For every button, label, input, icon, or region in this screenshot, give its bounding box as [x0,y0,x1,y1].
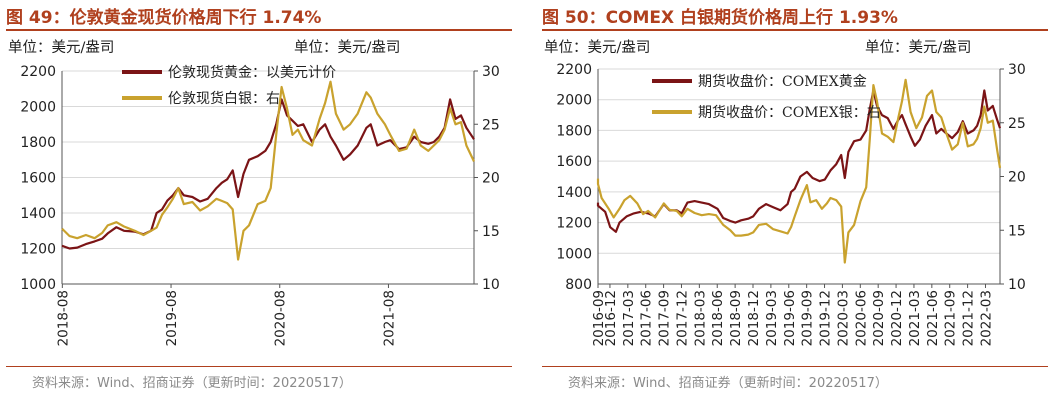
x-tick-label: 2020-12 [889,290,905,346]
x-tick-label: 2021-03 [907,290,923,346]
source-note: 资料来源：Wind、招商证券（更新时间：20220517） [568,376,888,391]
legend-label-silver: 伦敦现货白银：右 [168,90,280,107]
x-tick-label: 2021-08 [381,290,397,346]
series-line-silver [61,80,475,261]
y-tick-label: 1800 [20,135,56,151]
y-tick-label: 2000 [20,100,56,116]
y2-tick-label: 15 [482,224,500,240]
y-tick-label: 1400 [20,206,56,222]
bottom-divider [542,366,1048,367]
left-axis-unit: 单位：美元/盎司 [8,40,115,56]
source-note: 资料来源：Wind、招商证券（更新时间：20220517） [32,376,352,391]
y-tick-label: 800 [565,277,592,293]
x-tick-label: 2020-06 [853,290,869,346]
legend-pad [118,89,122,93]
y2-tick-label: 20 [1008,170,1026,186]
y-tick-label: 1400 [556,185,592,201]
y2-tick-label: 25 [482,117,500,133]
y2-tick-label: 30 [1008,62,1026,78]
y2-tick-label: 10 [482,277,500,293]
x-tick-label: 2021-06 [925,290,941,346]
chart-comex-gold-silver: 800 1000 1200 1400 1600 1800 2000 2200 10 15 20 25 3… [556,62,1026,346]
chart-title: 图 49：伦敦黄金现货价格周下行 1.74% [6,3,512,31]
bottom-divider [6,366,512,367]
x-tick-label: 2020-08 [273,290,289,346]
y-tick-label: 2000 [556,93,592,109]
y-tick-label: 2200 [556,62,592,78]
x-tick-label: 2019-08 [164,290,180,346]
x-tick-label: 2017-12 [674,290,690,346]
x-tick-label: 2018-09 [728,290,744,346]
y-tick-label: 1800 [556,123,592,139]
y-tick-label: 1000 [20,277,56,293]
x-tick-label: 2021-12 [961,290,977,346]
y2-tick-label: 30 [482,64,500,80]
legend-label-gold: 伦敦现货黄金：以美元计价 [168,64,336,81]
legend-pad [118,63,122,67]
x-tick-label: 2018-12 [746,290,762,346]
x-tick-label: 2019-09 [800,290,816,346]
legend-pad [648,103,652,107]
y-tick-label: 1200 [556,216,592,232]
series-line-silver [596,78,1002,264]
y2-tick-label: 20 [482,171,500,187]
x-tick-label: 2019-03 [764,290,780,346]
legend-label-silver: 期货收盘价：COMEX银：右 [698,104,881,121]
legend-pad [648,72,652,76]
chart-london-gold-silver: 1000 1200 1400 1600 1800 2000 2200 10 15 20 25 30 20… [20,63,500,346]
y-tick-label: 1000 [556,246,592,262]
y2-tick-label: 25 [1008,116,1026,132]
x-tick-label: 2018-08 [55,290,71,346]
y-tick-label: 2200 [20,64,56,80]
x-tick-label: 2017-03 [621,290,637,346]
chart-panel-london: 图 49：伦敦黄金现货价格周下行 1.74% 单位：美元/盎司 单位：美元/盎司… [4,0,514,403]
x-tick-label: 2016-09 [591,290,607,346]
left-axis-unit: 单位：美元/盎司 [544,40,651,56]
x-tick-label: 2020-03 [835,290,851,346]
y-tick-label: 1600 [20,171,56,187]
right-axis-unit: 单位：美元/盎司 [294,40,401,56]
chart-title: 图 50：COMEX 白银期货价格周上行 1.93% [542,3,1048,31]
x-tick-label: 2018-03 [692,290,708,346]
x-tick-label: 2020-09 [871,290,887,346]
x-tick-label: 2017-09 [657,290,673,346]
right-axis-unit: 单位：美元/盎司 [865,40,972,56]
y2-tick-label: 15 [1008,223,1026,239]
x-tick-label: 2021-09 [943,290,959,346]
x-tick-label: 2018-06 [710,290,726,346]
x-tick-label: 2017-06 [639,290,655,346]
y-tick-label: 1200 [20,242,56,258]
x-tick-label: 2019-12 [818,290,834,346]
y-tick-label: 1600 [556,154,592,170]
chart-panel-comex: 图 50：COMEX 白银期货价格周上行 1.93% 单位：美元/盎司 单位：美… [540,0,1050,403]
legend-label-gold: 期货收盘价：COMEX黄金 [698,73,867,90]
x-tick-label: 2016-12 [603,290,619,346]
x-tick-label: 2022-03 [978,290,994,346]
x-tick-label: 2019-06 [782,290,798,346]
y2-tick-label: 10 [1008,277,1026,293]
